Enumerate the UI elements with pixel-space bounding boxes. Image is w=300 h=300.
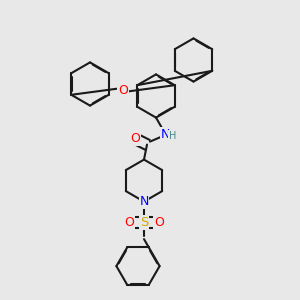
Text: N: N [160,128,170,141]
Text: H: H [169,130,176,141]
Text: O: O [124,216,134,229]
Text: N: N [139,195,149,208]
Text: O: O [154,216,164,229]
Text: O: O [118,83,128,97]
Text: O: O [130,132,140,145]
Text: S: S [140,216,148,229]
